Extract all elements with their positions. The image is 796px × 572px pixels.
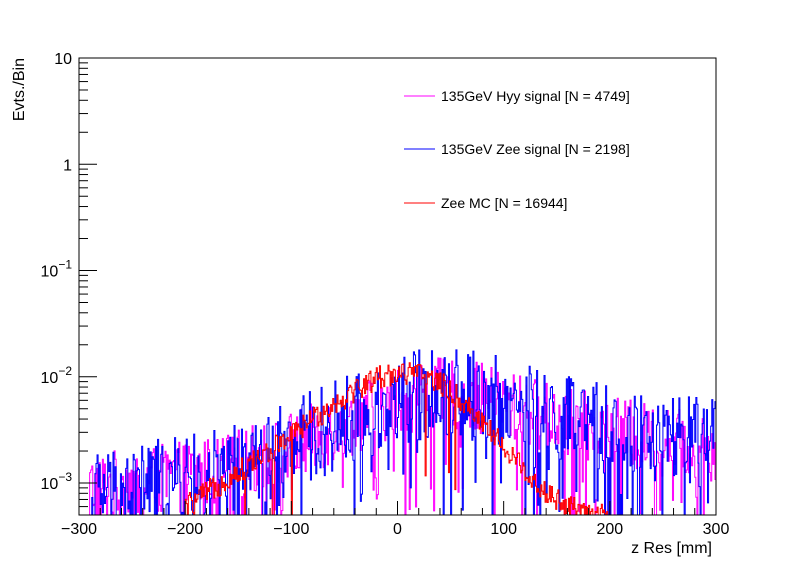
x-tick-label: 0 (393, 521, 402, 538)
x-tick-label: −100 (273, 521, 309, 538)
x-axis-title: z Res [mm] (631, 540, 712, 557)
x-tick-label: 100 (490, 521, 517, 538)
y-tick-label: 1 (63, 157, 72, 174)
x-tick-label: −200 (167, 521, 203, 538)
y-axis-title: Evts./Bin (11, 58, 28, 121)
legend: 135GeV Hyy signal [N = 4749] 135GeV Zee s… (404, 88, 630, 211)
legend-label: Zee MC [N = 16944] (441, 195, 567, 211)
y-axis: 10 1 10−1 10−2 10−3 (41, 51, 97, 516)
y-tick-label: 10−2 (41, 364, 73, 387)
y-tick-label: 10−3 (41, 470, 73, 493)
x-tick-label: −300 (61, 521, 97, 538)
x-axis: −300 −200 −100 0 100 200 300 (61, 501, 729, 538)
y-tick-label: 10 (54, 51, 72, 68)
x-tick-label: 200 (596, 521, 623, 538)
y-tick-label: 10−1 (41, 258, 73, 281)
legend-label: 135GeV Hyy signal [N = 4749] (441, 88, 630, 104)
data-layer (89, 349, 716, 516)
x-tick-label: 300 (703, 521, 730, 538)
legend-label: 135GeV Zee signal [N = 2198] (441, 141, 630, 157)
series-line (184, 362, 610, 516)
